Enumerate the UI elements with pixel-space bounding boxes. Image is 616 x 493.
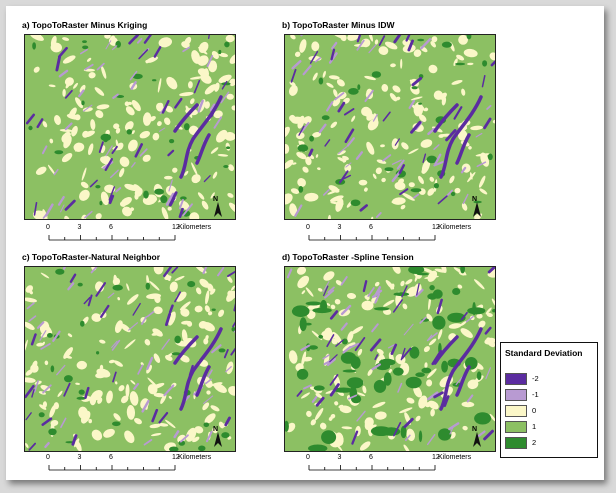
legend-label: -2: [532, 374, 539, 383]
panel-c-raster: [25, 267, 235, 451]
panel-d-scalebar: 0 3 6 12 Kilometers: [306, 454, 498, 474]
legend-label: 0: [532, 406, 537, 415]
legend-swatch: [505, 389, 527, 401]
scalebar-units: Kilometers: [438, 224, 472, 231]
scalebar-tick-label: 0: [46, 224, 50, 231]
scalebar-units: Kilometers: [438, 454, 472, 461]
scalebar-line: [308, 235, 436, 241]
legend-swatch: [505, 373, 527, 385]
panel-a-title: a) TopoToRaster Minus Kriging: [22, 20, 148, 30]
north-label: N: [213, 426, 219, 433]
legend: Standard Deviation -2 -1 0 1 2: [500, 342, 598, 458]
panel-c-scalebar: 0 3 6 12 Kilometers: [46, 454, 238, 474]
scalebar-line: [308, 465, 436, 471]
scalebar-units: Kilometers: [178, 224, 212, 231]
scalebar-tick-label: 6: [109, 224, 113, 231]
scalebar-tick-label: 6: [369, 224, 373, 231]
scalebar-line: [48, 465, 176, 471]
panel-b-map: [284, 34, 496, 220]
panel-c-north-arrow: N: [213, 426, 223, 448]
scalebar-tick-label: 0: [46, 454, 50, 461]
legend-swatch: [505, 421, 527, 433]
legend-label: -1: [532, 390, 539, 399]
scalebar-tick-label: 3: [77, 454, 82, 461]
panel-d-raster: [285, 267, 495, 451]
panel-a-map: [24, 34, 236, 220]
panel-b-scalebar: 0 3 6 12 Kilometers: [306, 224, 498, 244]
scalebar-tick-label: 0: [306, 454, 310, 461]
north-label: N: [213, 196, 219, 203]
scalebar-tick-label: 12: [172, 224, 180, 231]
panel-c-map: [24, 266, 236, 452]
panel-a-scalebar: 0 3 6 12 Kilometers: [46, 224, 238, 244]
panel-b-north-arrow: N: [472, 196, 482, 218]
panel-b-raster: [285, 35, 495, 219]
legend-swatch: [505, 405, 527, 417]
scalebar-tick-label: 3: [77, 224, 82, 231]
panel-d-title: d) TopoToRaster -Spline Tension: [282, 252, 414, 262]
panel-b-title: b) TopoToRaster Minus IDW: [282, 20, 395, 30]
legend-label: 2: [532, 438, 537, 447]
scalebar-tick-label: 12: [172, 454, 180, 461]
north-label: N: [472, 196, 478, 203]
scalebar-tick-label: 12: [432, 454, 440, 461]
scalebar-tick-label: 6: [369, 454, 373, 461]
panel-a-north-arrow: N: [213, 196, 223, 218]
scalebar-tick-label: 0: [306, 224, 310, 231]
panel-c-title: c) TopoToRaster-Natural Neighbor: [22, 252, 161, 262]
scalebar-tick-label: 6: [109, 454, 113, 461]
north-label: N: [472, 426, 478, 433]
map-sheet: a) TopoToRaster Minus Kriging N 0 3 6 12 Kil…: [6, 6, 604, 480]
scalebar-tick-label: 3: [337, 224, 342, 231]
panel-a-raster: [25, 35, 235, 219]
scalebar-line: [48, 235, 176, 241]
scalebar-units: Kilometers: [178, 454, 212, 461]
scalebar-tick-label: 12: [432, 224, 440, 231]
legend-swatch: [505, 437, 527, 449]
panel-d-map: [284, 266, 496, 452]
legend-title: Standard Deviation: [505, 348, 583, 358]
panel-d-north-arrow: N: [472, 426, 482, 448]
scalebar-tick-label: 3: [337, 454, 342, 461]
legend-label: 1: [532, 422, 537, 431]
